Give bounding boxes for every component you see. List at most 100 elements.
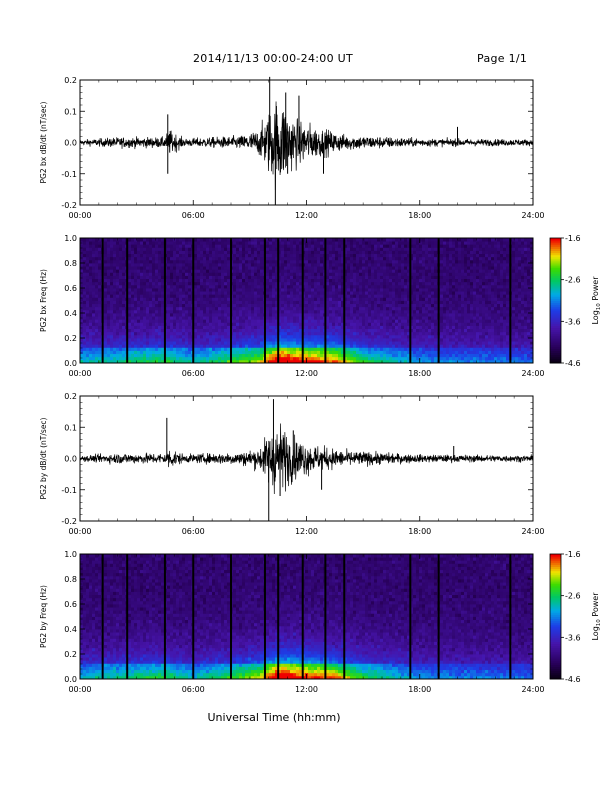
spectrogram-cell [179,359,183,364]
spectrogram-cell [218,247,222,251]
spectrogram-cell [212,247,216,251]
spectrogram-cell [341,328,345,333]
spectrogram-cell [140,288,144,292]
spectrogram-cell [182,278,186,283]
spectrogram-cell [281,241,285,245]
spectrogram-cell [359,341,363,345]
spectrogram-cell [401,275,405,280]
spectrogram-cell [353,263,357,267]
spectrogram-cell [113,350,117,355]
spectrogram-cell [251,350,255,355]
spectrogram-cell [218,275,222,280]
spectrogram-cell [173,263,177,267]
spectrogram-cell [143,281,147,286]
spectrogram-cell [161,294,165,298]
spectrogram-cell [272,306,276,311]
spectrogram-cell [251,313,255,317]
spectrogram-cell [83,272,87,276]
spectrogram-cell [83,344,87,348]
spectrogram-cell [107,331,111,336]
spectrogram-cell [137,328,141,333]
spectrogram-cell [332,353,336,358]
spectrogram-cell [218,356,222,361]
spectrogram-cell [128,281,132,286]
spectrogram-cell [281,328,285,333]
spectrogram-cell [158,250,162,255]
spectrogram-cell [188,288,192,292]
spectrogram-cell [296,259,300,264]
spectrogram-cell [329,325,333,330]
spectrogram-cell [161,284,165,289]
spectrogram-cell [242,291,246,295]
spectrogram-cell [161,272,165,276]
spectrogram-cell [332,309,336,314]
spectrogram-cell [419,263,423,267]
spectrogram-cell [176,266,180,270]
spectrogram-cell [146,328,150,333]
spectrogram-cell [350,288,354,292]
spectrogram-cell [266,259,270,264]
spectrogram-cell [356,319,360,323]
spectrogram-cell [131,259,135,264]
spectrogram-cell [116,253,120,258]
spectrogram-cell [305,244,309,248]
spectrogram-cell [218,303,222,308]
spectrogram-cell [422,338,426,342]
spectrogram-cell [440,356,444,361]
spectrogram-cell [434,281,438,286]
spectrogram-cell [161,259,165,264]
spectrogram-cell [179,244,183,248]
spectrogram-cell [131,253,135,258]
spectrogram-cell [368,250,372,255]
spectrogram-cell [392,322,396,326]
spectrogram-cell [341,319,345,323]
spectrogram-cell [167,338,171,342]
spectrogram-cell [407,322,411,326]
spectrogram-cell [119,263,123,267]
spectrogram-cell [257,244,261,248]
spectrogram-cell [218,253,222,258]
spectrogram-cell [443,306,447,311]
spectrogram-cell [293,247,297,251]
spectrogram-cell [350,334,354,339]
spectrogram-cell [329,356,333,361]
spectrogram-cell [122,272,126,276]
spectrogram-cell [206,266,210,270]
spectrogram-cell [269,253,273,258]
spectrogram-cell [203,291,207,295]
spectrogram-cell [317,238,321,242]
spectrogram-cell [200,253,204,258]
spectrogram-cell [95,297,99,301]
spectrogram-cell [131,356,135,361]
spectrogram-cell [104,291,108,295]
spectrogram-cell [299,353,303,358]
spectrogram-cell [92,250,96,255]
spectrogram-cell [368,241,372,245]
spectrogram-cell [296,325,300,330]
spectrogram-cell [290,341,294,345]
spectrogram-cell [380,334,384,339]
spectrogram-cell [320,284,324,289]
spectrogram-cell [242,238,246,242]
spectrogram-cell [272,244,276,248]
spectrogram-cell [203,341,207,345]
spectrogram-cell [107,259,111,264]
spectrogram-cell [110,297,114,301]
spectrogram-cell [179,241,183,245]
spectrogram-cell [245,241,249,245]
spectrogram-cell [218,334,222,339]
spectrogram-cell [407,266,411,270]
spectrogram-cell [158,303,162,308]
spectrogram-cell [401,350,405,355]
spectrogram-cell [320,291,324,295]
spectrogram-cell [170,303,174,308]
spectrogram-cell [335,344,339,348]
spectrogram-cell [158,328,162,333]
spectrogram-cell [299,244,303,248]
spectrogram-cell [422,319,426,323]
spectrogram-cell [89,244,93,248]
spectrogram-cell [338,244,342,248]
spectrogram-cell [161,341,165,345]
spectrogram-cell [98,306,102,311]
spectrogram-cell [179,300,183,305]
